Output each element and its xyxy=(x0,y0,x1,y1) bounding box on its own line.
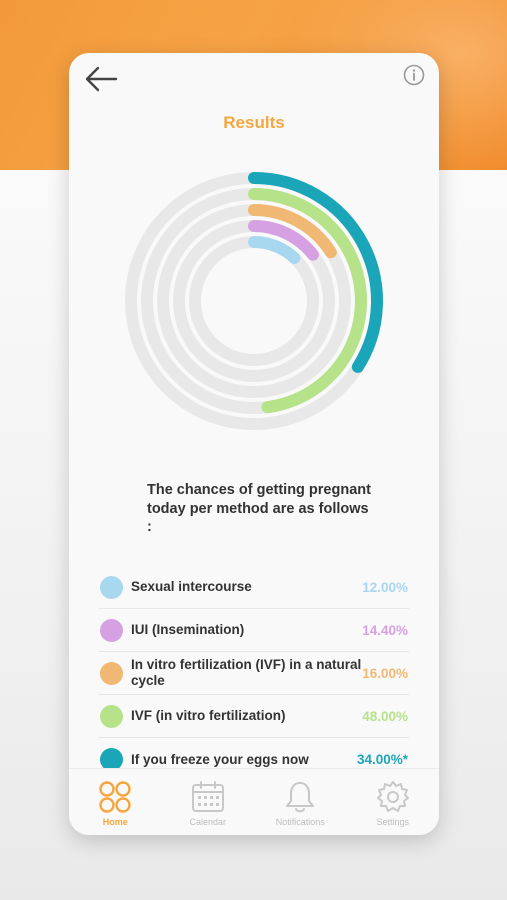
page-title: Results xyxy=(223,113,285,132)
tab-label: Home xyxy=(102,817,128,827)
color-dot xyxy=(100,661,123,685)
ring-arc xyxy=(248,188,367,414)
method-value: 12.00% xyxy=(362,579,408,595)
info-button[interactable] xyxy=(403,64,425,86)
method-value: 14.40% xyxy=(362,622,408,638)
ring-arc xyxy=(248,204,337,259)
color-dot xyxy=(100,748,123,771)
bell-icon xyxy=(286,782,315,813)
color-dot xyxy=(100,704,123,728)
list-item-ivf[interactable]: IVF (in vitro fertilization) 48.00% xyxy=(99,695,409,738)
list-item-ivf-natural[interactable]: In vitro fertilization (IVF) in a natura… xyxy=(99,652,409,695)
tab-label: Notifications xyxy=(275,817,325,827)
results-card: Results The chances of getting pregnant … xyxy=(69,53,439,835)
method-value: 48.00% xyxy=(362,708,408,724)
arrow-left-icon xyxy=(85,66,118,92)
method-label: If you freeze your eggs now xyxy=(131,751,309,767)
home-circles-icon xyxy=(99,781,131,813)
tab-label: Settings xyxy=(376,817,410,827)
gear-icon xyxy=(376,781,409,812)
radial-chart xyxy=(125,172,383,430)
list-item-egg-freezing[interactable]: If you freeze your eggs now 34.00%* xyxy=(99,738,409,781)
method-label: Sexual intercourse xyxy=(131,579,252,594)
method-value: 34.00%* xyxy=(356,752,408,767)
intro-text: The chances of getting pregnant today pe… xyxy=(147,482,371,535)
bottom-tab-bar: Home Calendar Notifications xyxy=(69,768,439,835)
method-label: IVF (in vitro fertilization) xyxy=(131,708,286,723)
tab-notifications[interactable]: Notifications xyxy=(254,769,347,835)
back-button[interactable] xyxy=(83,65,119,93)
ring-arc xyxy=(248,220,319,261)
tab-settings[interactable]: Settings xyxy=(347,769,440,835)
method-value: 16.00% xyxy=(362,665,408,681)
info-icon xyxy=(403,64,425,86)
method-list: Sexual intercourse 12.00% IUI (Inseminat… xyxy=(99,566,409,781)
tab-calendar[interactable]: Calendar xyxy=(162,769,255,835)
calendar-icon xyxy=(191,781,224,812)
tab-label: Calendar xyxy=(189,817,227,827)
list-item-iui[interactable]: IUI (Insemination) 14.40% xyxy=(99,609,409,652)
ring-arc xyxy=(248,236,301,264)
tab-home[interactable]: Home xyxy=(69,769,162,835)
list-item-sexual-intercourse[interactable]: Sexual intercourse 12.00% xyxy=(99,566,409,609)
method-label: IUI (Insemination) xyxy=(131,622,245,637)
color-dot xyxy=(100,618,123,642)
ring-arc xyxy=(248,172,383,373)
color-dot xyxy=(100,575,123,599)
method-label: In vitro fertilization (IVF) in a natura… xyxy=(131,657,362,688)
